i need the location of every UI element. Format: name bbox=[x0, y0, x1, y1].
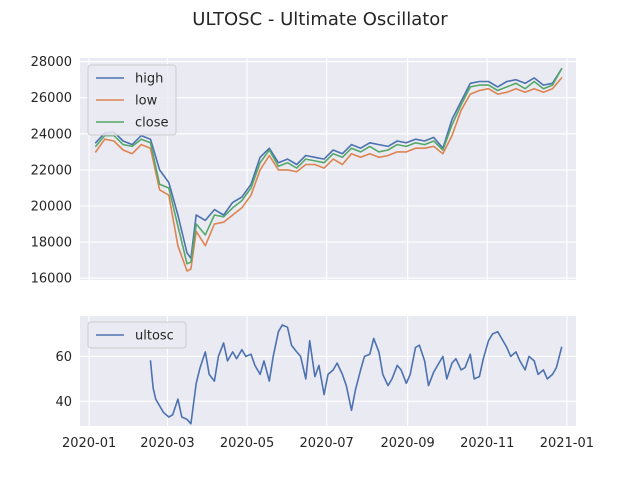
price-series bbox=[94, 68, 563, 272]
oscillator-panel: 40 60 2020-01 2020-03 2020-05 2020-07 2020-09… bbox=[55, 316, 594, 451]
x-tick-label: 2020-01 bbox=[62, 436, 116, 451]
price-y-tick-label: 20000 bbox=[31, 200, 72, 215]
oscillator-y-ticks: 40 60 bbox=[55, 350, 72, 410]
x-tick-label: 2020-09 bbox=[380, 436, 434, 451]
oscillator-legend: ultosc bbox=[87, 321, 187, 349]
x-tick-label: 2020-03 bbox=[140, 436, 194, 451]
legend-label-close: close bbox=[135, 116, 168, 131]
series-line-close bbox=[94, 68, 563, 265]
legend-label-high: high bbox=[135, 72, 163, 87]
x-tick-label: 2020-05 bbox=[220, 436, 274, 451]
price-legend: high low close bbox=[87, 64, 177, 136]
legend-label-ultosc: ultosc bbox=[135, 329, 174, 344]
x-tick-label: 2020-11 bbox=[460, 436, 514, 451]
price-y-tick-label: 16000 bbox=[31, 272, 72, 287]
price-y-tick-label: 24000 bbox=[31, 127, 72, 142]
osc-legend-box bbox=[87, 321, 187, 349]
price-y-tick-label: 18000 bbox=[31, 236, 72, 251]
series-line-high bbox=[94, 68, 563, 260]
oscillator-series bbox=[149, 324, 563, 425]
series-line-low bbox=[94, 77, 563, 272]
osc-y-tick-label: 40 bbox=[55, 395, 72, 410]
x-tick-label: 2021-01 bbox=[540, 436, 594, 451]
price-y-tick-label: 26000 bbox=[31, 91, 72, 106]
chart-title: ULTOSC - Ultimate Oscillator bbox=[192, 9, 448, 30]
price-y-tick-label: 22000 bbox=[31, 163, 72, 178]
price-y-tick-label: 28000 bbox=[31, 55, 72, 70]
legend-label-low: low bbox=[135, 94, 158, 109]
osc-y-tick-label: 60 bbox=[55, 350, 72, 365]
price-y-ticks: 16000 18000 20000 22000 24000 26000 28000 bbox=[31, 55, 72, 287]
series-line-ultosc bbox=[149, 324, 563, 425]
price-grid bbox=[80, 58, 576, 280]
price-legend-box bbox=[87, 64, 177, 136]
price-panel: 16000 18000 20000 22000 24000 26000 28000 high… bbox=[31, 55, 576, 287]
x-tick-label: 2020-07 bbox=[300, 436, 354, 451]
x-axis-ticks: 2020-01 2020-03 2020-05 2020-07 2020-09 2020-… bbox=[62, 436, 594, 451]
